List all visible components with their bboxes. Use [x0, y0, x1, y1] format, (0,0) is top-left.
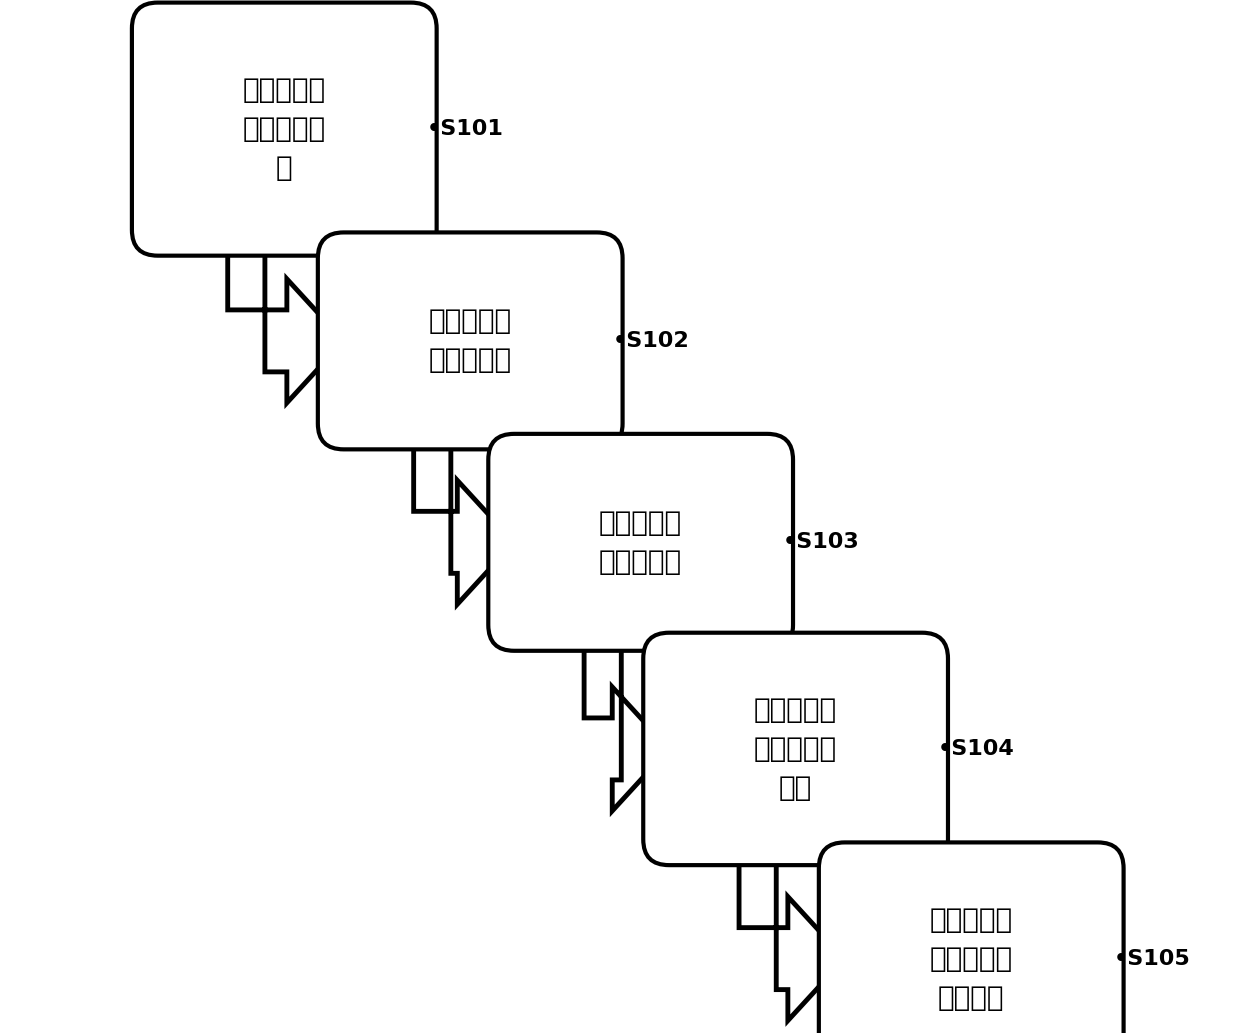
Text: 更新下一个
数据传输的
重传次数: 更新下一个 数据传输的 重传次数: [930, 906, 1013, 1011]
Text: •S103: •S103: [782, 532, 859, 553]
Text: 设计重传次
数增减触发
阈值: 设计重传次 数增减触发 阈值: [754, 696, 837, 802]
Polygon shape: [739, 839, 844, 1021]
Text: 对数据进行
卡尔曼滤波: 对数据进行 卡尔曼滤波: [429, 308, 512, 374]
Text: •S102: •S102: [613, 331, 689, 351]
Text: 采集状态变
量作为数据
包: 采集状态变 量作为数据 包: [243, 76, 326, 182]
Text: •S101: •S101: [427, 119, 503, 139]
FancyBboxPatch shape: [818, 843, 1123, 1033]
Text: •S104: •S104: [937, 739, 1014, 759]
FancyBboxPatch shape: [131, 2, 436, 255]
Polygon shape: [584, 625, 670, 811]
FancyBboxPatch shape: [489, 434, 794, 651]
FancyBboxPatch shape: [644, 632, 947, 865]
Text: •S105: •S105: [1114, 948, 1190, 969]
Polygon shape: [414, 424, 515, 604]
Text: 设计重传需
求程度指标: 设计重传需 求程度指标: [599, 509, 682, 575]
FancyBboxPatch shape: [317, 232, 622, 449]
Polygon shape: [228, 230, 343, 403]
